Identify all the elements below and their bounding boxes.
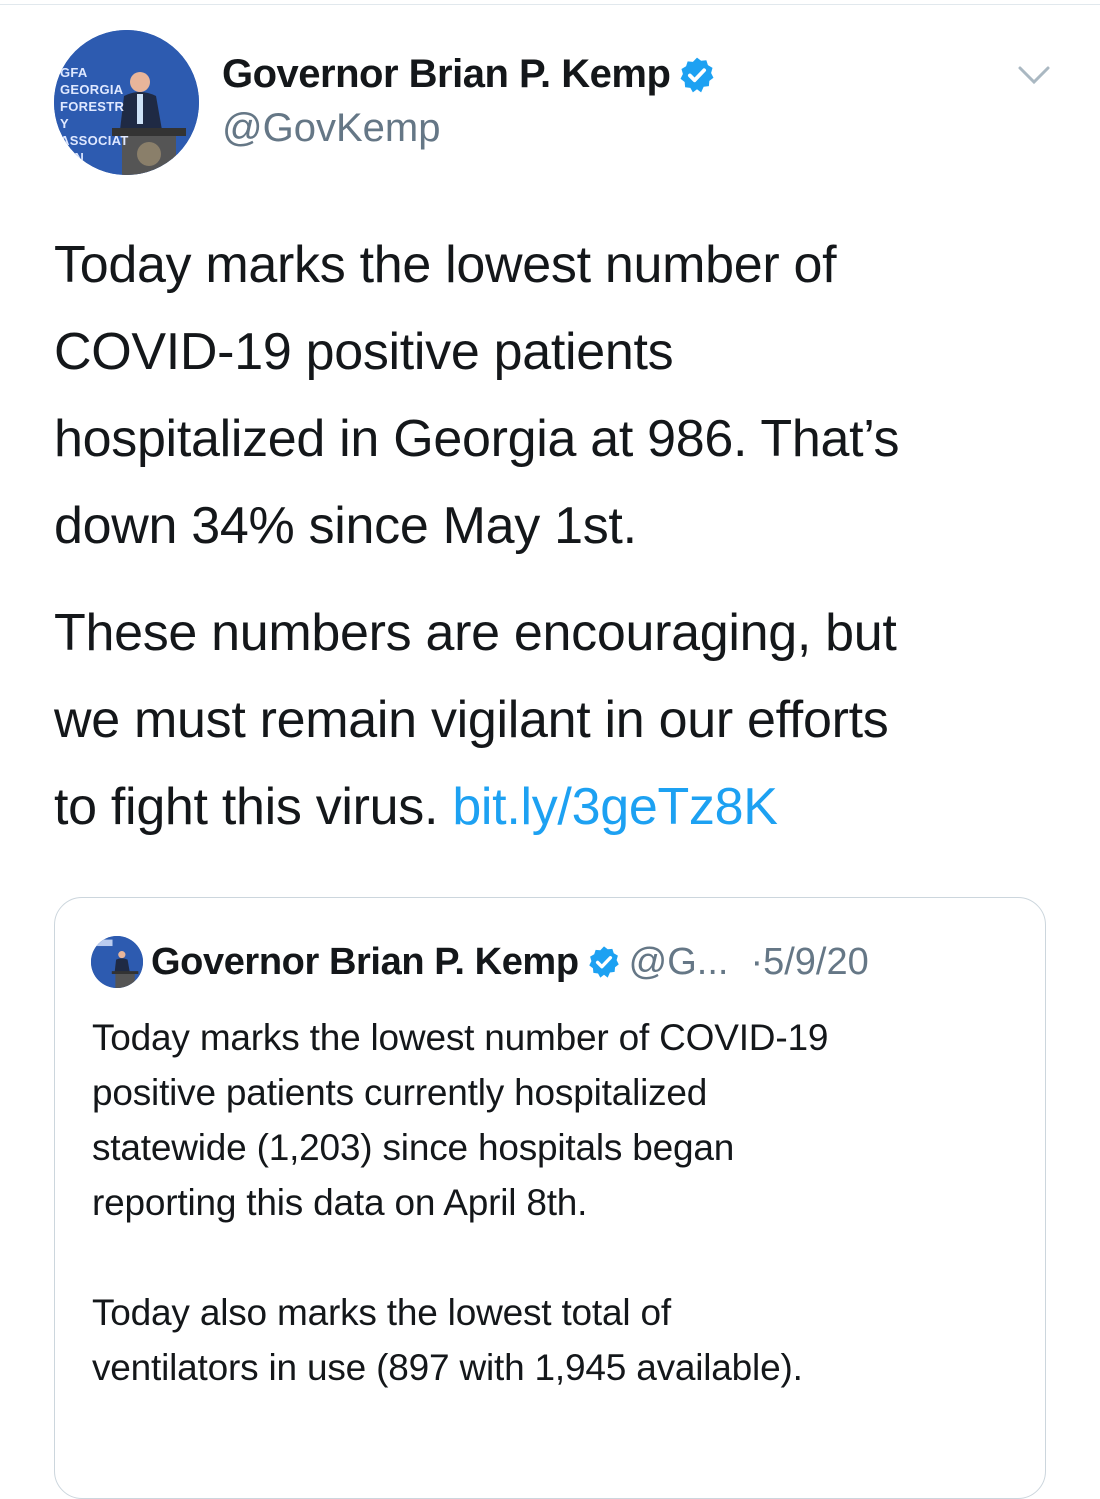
quoted-tweet-header: Governor Brian P. Kemp @G... ·5/9/20 [91,936,869,988]
text-line: positive patients currently hospitalized [92,1072,708,1113]
text-line: Today also marks the lowest total of [92,1292,671,1333]
quoted-avatar [91,936,143,988]
verified-badge-icon [588,946,619,978]
text-line: reporting this data on April 8th. [92,1182,588,1223]
quoted-tweet-date: ·5/9/20 [750,940,869,983]
tweet-text: Today marks the lowest number of COVID-1… [54,222,900,851]
text-line: ventilators in use (897 with 1,945 avail… [92,1347,803,1388]
text-line: Today marks the lowest number of [54,236,837,294]
verified-badge-icon [680,57,714,92]
tweet-paragraph-1: Today marks the lowest number of COVID-1… [54,222,900,570]
text-line [92,1230,828,1285]
profile-photo-icon [54,30,199,175]
divider [0,4,1100,5]
quoted-tweet-text: Today marks the lowest number of COVID-1… [92,1010,828,1395]
quoted-author-name: Governor Brian P. Kemp [151,940,579,983]
text-line: Today marks the lowest number of COVID-1… [92,1017,829,1058]
avatar[interactable]: GFA GEORGIA FORESTRY ASSOCIATION [54,30,199,175]
avatar-logo-text: GFA GEORGIA FORESTRY ASSOCIATION [60,65,129,165]
author-name-text: Governor Brian P. Kemp [222,52,671,96]
text-line: statewide (1,203) since hospitals began [92,1127,735,1168]
text-line: COVID-19 positive patients [54,323,674,381]
tweet-link[interactable]: bit.ly/3geTz8K [452,778,778,836]
text-line: to fight this virus. bit.ly/3geTz8K [54,764,899,851]
quoted-tweet-card[interactable]: Governor Brian P. Kemp @G... ·5/9/20 Tod… [54,897,1046,1499]
text-segment: to fight this virus. [54,778,453,836]
author-handle[interactable]: @GovKemp [222,106,441,150]
tweet-paragraph-2: These numbers are encouraging, but we mu… [54,590,899,851]
quoted-author-handle: @G... [628,940,729,983]
chevron-down-icon[interactable] [1016,60,1052,90]
text-line: down 34% since May 1st. [54,497,637,555]
author-name[interactable]: Governor Brian P. Kemp [222,52,716,97]
text-line: hospitalized in Georgia at 986. That’s [54,410,900,468]
profile-photo-icon [91,936,143,988]
text-line: we must remain vigilant in our efforts [54,691,889,749]
text-line: These numbers are encouraging, but [54,604,897,662]
